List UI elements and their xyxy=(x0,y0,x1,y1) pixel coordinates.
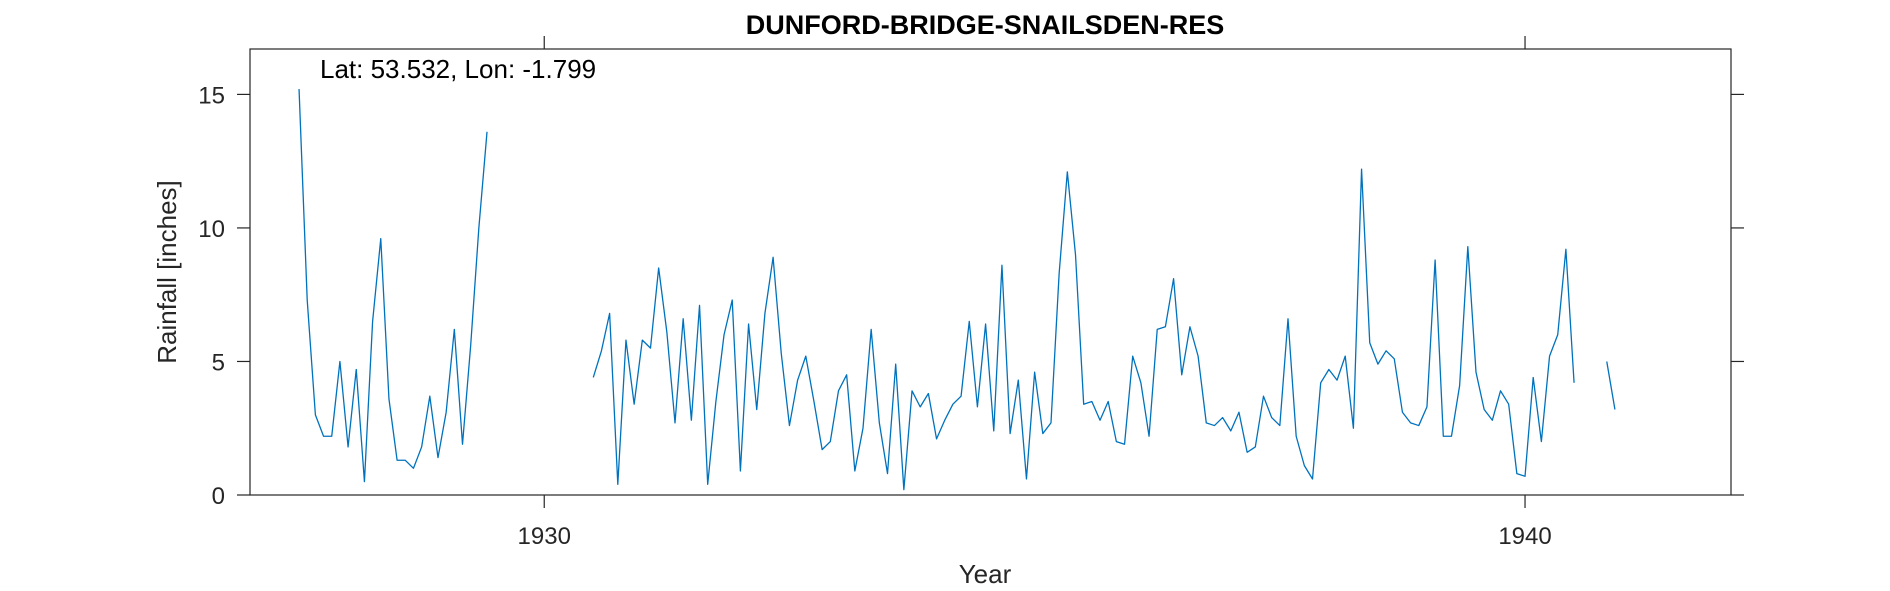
rainfall-series-line xyxy=(592,168,1575,491)
x-tick-label: 1930 xyxy=(518,523,571,550)
rainfall-series-line xyxy=(298,89,488,483)
chart-title: DUNFORD-BRIDGE-SNAILSDEN-RES xyxy=(746,10,1225,40)
y-tick-label: 0 xyxy=(212,483,225,510)
rainfall-series-line xyxy=(1606,361,1616,410)
y-axis-label: Rainfall [inches] xyxy=(152,180,182,364)
x-tick-label: 1940 xyxy=(1498,523,1551,550)
y-tick-label: 15 xyxy=(198,82,225,109)
station-coordinates-annotation: Lat: 53.532, Lon: -1.799 xyxy=(320,54,596,84)
y-tick-label: 5 xyxy=(212,349,225,376)
plot-area-frame xyxy=(249,48,1732,496)
x-axis-label: Year xyxy=(959,559,1012,589)
y-tick-label: 10 xyxy=(198,216,225,243)
